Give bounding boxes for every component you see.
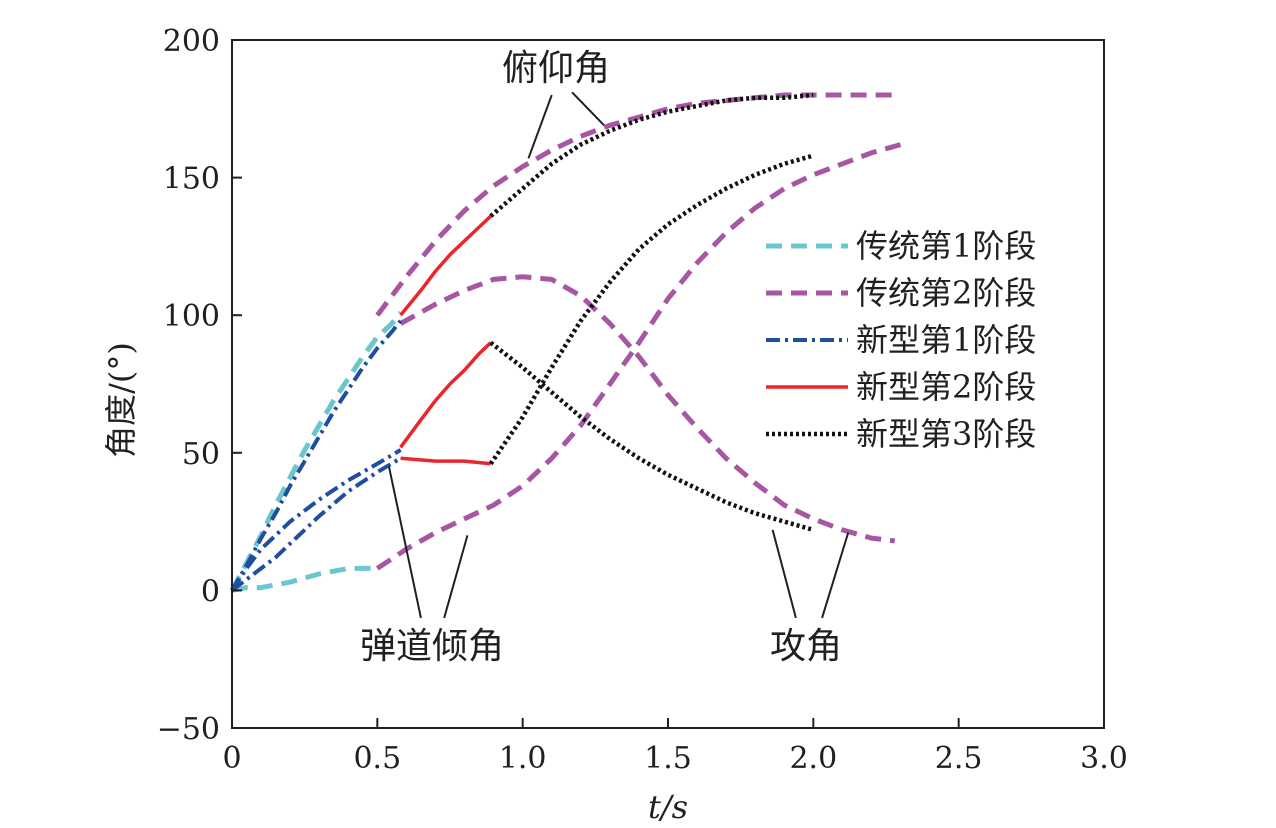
series-4-curve-1 (399, 214, 492, 317)
series-4-curve-2 (399, 341, 492, 449)
series-5-curve-3 (488, 153, 814, 466)
y-tick-label: −50 (157, 712, 220, 747)
annotation-flight-path-angle: 弹道倾角 (360, 626, 504, 667)
x-tick-label: 2.0 (789, 741, 837, 776)
y-tick-label: 100 (163, 299, 220, 334)
annotation-attack-angle: 攻角 (770, 626, 842, 667)
series-3-curve-1 (230, 319, 403, 592)
y-tick-label: 150 (163, 162, 220, 197)
series-2-curve-3 (375, 142, 902, 571)
series-3-curve-2 (230, 448, 402, 592)
series-5-curve-2 (489, 340, 814, 533)
legend-label-4: 新型第2阶段 (856, 368, 1036, 406)
legend-label-3: 新型第1阶段 (856, 321, 1036, 359)
series-2-curve-2 (399, 274, 895, 544)
series-3-curve-3 (230, 456, 402, 592)
series-layer (229, 92, 902, 593)
annotation-1-leader-1 (527, 94, 553, 159)
x-tick-label: 1.0 (499, 741, 547, 776)
y-tick-label: 200 (163, 24, 220, 59)
annotation-pitch-angle: 俯仰角 (502, 48, 610, 89)
legend-label-2: 传统第2阶段 (856, 274, 1036, 312)
annotation-2-leader-2 (443, 535, 469, 619)
x-tick-label: 0 (222, 741, 241, 776)
series-1-curve-2 (231, 565, 378, 593)
x-tick-label: 2.5 (935, 741, 983, 776)
legend-label-5: 新型第3阶段 (856, 415, 1036, 453)
y-tick-label: 50 (182, 437, 220, 472)
annotation-3-leader-1 (771, 529, 797, 619)
annotation-1-leader-2 (571, 91, 605, 127)
series-5-curve-1 (489, 92, 814, 218)
x-tick-label: 1.5 (644, 741, 692, 776)
series-2-curve-1 (375, 92, 901, 317)
annotation-2-leader-1 (387, 466, 422, 619)
series-4-curve-3 (400, 456, 491, 466)
legend-label-1: 传统第1阶段 (856, 227, 1036, 265)
y-tick-label: 0 (201, 574, 220, 609)
x-tick-label: 0.5 (353, 741, 401, 776)
y-axis-label: 角度/(°) (102, 342, 140, 458)
x-tick-label: 3.0 (1080, 741, 1128, 776)
annotation-3-leader-2 (821, 532, 850, 619)
annotation-leaders (387, 91, 850, 619)
x-axis-label: t/s (648, 788, 688, 826)
